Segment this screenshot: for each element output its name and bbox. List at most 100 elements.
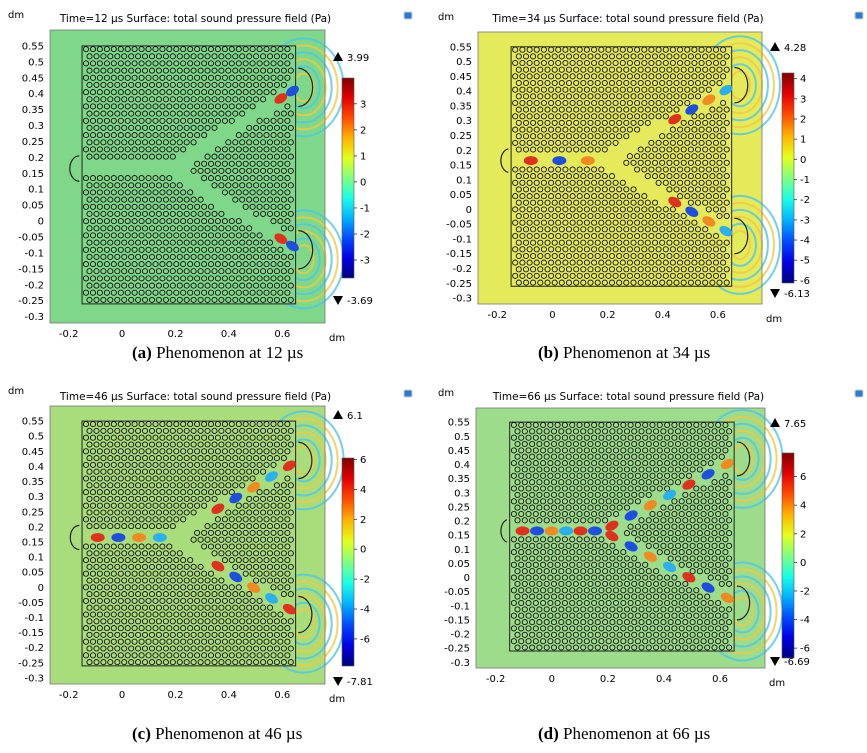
scatterer-hole: [197, 268, 204, 275]
scatterer-hole: [141, 509, 149, 516]
scatterer-hole: [117, 146, 124, 153]
scatterer-hole: [522, 173, 530, 180]
scatterer-hole: [684, 193, 691, 200]
scatterer-hole: [700, 485, 707, 492]
scatterer-hole: [103, 502, 110, 509]
scatterer-hole: [565, 453, 572, 460]
source-transducer: [69, 155, 80, 182]
scatterer-hole: [682, 631, 689, 638]
scatterer-hole: [711, 491, 718, 498]
scatterer-hole: [623, 479, 631, 486]
scatterer-hole: [214, 160, 221, 167]
scatterer-hole: [540, 113, 547, 120]
scatterer-hole: [673, 186, 680, 193]
scatterer-hole: [580, 186, 587, 193]
scatterer-hole: [547, 536, 554, 543]
scatterer-hole: [263, 638, 270, 645]
scatterer-hole: [141, 53, 149, 60]
scatterer-hole: [207, 434, 215, 441]
colorbar-tick-label: 0: [800, 155, 806, 166]
scatterer-hole: [576, 536, 583, 543]
scatterer-hole: [627, 434, 634, 441]
scatterer-hole: [522, 212, 530, 220]
scatterer-hole: [128, 618, 135, 625]
scatterer-hole: [159, 218, 166, 225]
scatterer-hole: [518, 638, 525, 645]
scatterer-hole: [135, 604, 142, 611]
scatterer-hole: [723, 106, 730, 113]
scatterer-hole: [121, 282, 128, 289]
scatterer-hole: [280, 110, 287, 117]
scatterer-hole: [86, 645, 93, 652]
scatterer-hole: [576, 472, 583, 479]
scatterer-hole: [649, 587, 656, 594]
scatterer-hole: [705, 272, 712, 279]
scatterer-hole: [263, 132, 270, 139]
scatterer-hole: [512, 99, 519, 107]
wave-packet: [624, 541, 638, 552]
scatterer-hole: [211, 96, 218, 103]
scatterer-hole: [131, 489, 138, 496]
scatterer-hole: [587, 593, 594, 600]
scatterer-hole: [117, 557, 124, 564]
scatterer-hole: [148, 210, 156, 217]
scatterer-hole: [260, 495, 267, 502]
scatterer-hole: [594, 491, 601, 498]
scatterer-hole: [194, 46, 201, 53]
scatterer-hole: [253, 282, 260, 289]
scatterer-hole: [284, 516, 291, 523]
x-tick-label: 0.2: [168, 690, 184, 701]
scatterer-hole: [637, 66, 644, 73]
wave-packet: [265, 471, 278, 482]
scatterer-hole: [232, 523, 239, 530]
scatterer-hole: [521, 504, 528, 511]
scatterer-hole: [246, 468, 253, 475]
scatterer-hole: [169, 96, 176, 103]
scatterer-hole: [514, 491, 521, 498]
scatterer-hole: [183, 268, 190, 275]
scatterer-hole: [569, 587, 576, 594]
scatterer-hole: [651, 212, 659, 220]
scatterer-hole: [280, 645, 287, 652]
scatterer-hole: [89, 189, 97, 196]
scatterer-hole: [707, 523, 714, 530]
scatterer-hole: [653, 479, 660, 486]
scatterer-hole: [576, 166, 583, 173]
scatterer-hole: [576, 86, 583, 93]
scatterer-hole: [162, 441, 169, 448]
scatterer-hole: [152, 434, 159, 441]
scatterer-hole: [197, 645, 204, 652]
y-tick-label: 0.1: [28, 553, 44, 564]
x-tick-label: 0.4: [221, 329, 237, 340]
scatterer-hole: [138, 203, 145, 210]
scatterer-hole: [96, 611, 103, 618]
scatterer-hole: [148, 468, 156, 475]
scatterer-hole: [667, 453, 674, 460]
scatterer-hole: [551, 146, 558, 153]
scatterer-hole: [266, 253, 274, 260]
scatterer-hole: [510, 638, 517, 645]
scatterer-hole: [637, 159, 644, 166]
scatterer-hole: [700, 421, 707, 429]
scatterer-hole: [720, 179, 727, 186]
scatterer-hole: [694, 279, 702, 286]
scatterer-hole: [266, 550, 274, 557]
scatterer-hole: [591, 113, 598, 120]
scatterer-hole: [117, 218, 124, 225]
scatterer-hole: [609, 631, 616, 638]
scatterer-hole: [722, 510, 729, 518]
scatterer-hole: [103, 475, 110, 482]
scatterer-hole: [166, 275, 173, 282]
scatterer-hole: [602, 453, 609, 460]
x-tick-label: -0.2: [488, 310, 508, 321]
scatterer-hole: [677, 272, 684, 279]
scatterer-hole: [558, 252, 565, 260]
scatterer-hole: [550, 644, 558, 651]
scatterer-hole: [709, 186, 716, 193]
scatterer-hole: [152, 103, 159, 110]
colorbar-tick-label: 2: [360, 125, 366, 136]
scatterer-hole: [86, 296, 93, 303]
scatterer-hole: [698, 246, 705, 253]
scatterer-hole: [135, 225, 142, 232]
scatterer-hole: [242, 529, 249, 536]
